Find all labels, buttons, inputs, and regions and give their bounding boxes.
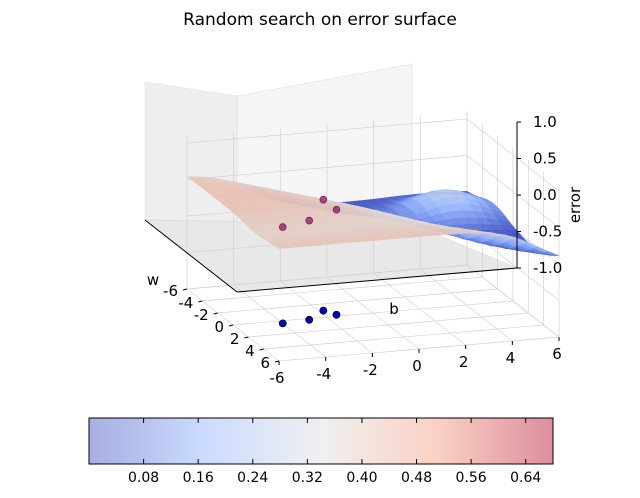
- b-axis-ticks: -6 -4 -2 0 2 4 6: [270, 337, 562, 387]
- surface-points: [278, 195, 341, 231]
- error-surface: [186, 176, 560, 257]
- w-axis-label: w: [147, 271, 159, 289]
- b-tick-label: -2: [363, 361, 378, 379]
- search-point-projection: [278, 319, 287, 328]
- w-tick-mark: [274, 360, 280, 363]
- colorbar-tick-label: 0.24: [237, 470, 268, 486]
- search-point: [332, 205, 341, 214]
- error-tick-label: 1.0: [533, 113, 557, 131]
- colorbar-gradient: [89, 418, 553, 464]
- b-tick-label: -4: [316, 365, 331, 383]
- wall-grid-line: [186, 155, 467, 180]
- colorbar-tick-label: 0.48: [401, 470, 432, 486]
- w-tick-mark: [213, 312, 218, 315]
- wall-grid-line: [186, 264, 467, 290]
- wall-grid-line: [186, 118, 467, 144]
- w-tick-label: 6: [260, 354, 270, 372]
- w-tick-mark: [244, 336, 249, 339]
- w-tick-mark: [259, 348, 264, 351]
- colorbar-tick-label: 0.16: [183, 470, 214, 486]
- colorbar-tick-label: 0.32: [292, 470, 323, 486]
- colorbar-frame: [88, 417, 554, 465]
- floor-grid-line: [373, 272, 466, 346]
- colorbar: 0.08 0.16 0.24 0.32 0.40 0.48 0.56 0.64: [88, 417, 554, 486]
- surface-patch: [544, 251, 560, 257]
- w-tick-label: 4: [245, 342, 255, 360]
- b-axis-line: [236, 267, 518, 293]
- colorbar-tick-label: 0.08: [128, 470, 159, 486]
- colorbar-tick-label: 0.56: [456, 470, 487, 486]
- search-point: [319, 195, 328, 204]
- w-tick-label: 2: [230, 330, 240, 348]
- floor-grid-line: [420, 268, 513, 342]
- colorbar-ticks: 0.08 0.16 0.24 0.32 0.40 0.48 0.56 0.64: [128, 418, 541, 486]
- wall-grid-line: [466, 118, 560, 192]
- b-tick-label: 2: [459, 353, 469, 371]
- search-point-projection: [319, 306, 328, 315]
- error-tick-label: 0.5: [533, 150, 557, 168]
- error-tick-label: 0.0: [533, 186, 557, 204]
- b-tick-label: 0: [412, 357, 422, 375]
- b-tick-label: 6: [552, 345, 562, 363]
- error-axis-label: error: [566, 186, 584, 223]
- w-tick-label: -6: [163, 282, 178, 300]
- b-axis-label: b: [389, 300, 399, 318]
- b-tick-label: -6: [270, 369, 285, 387]
- w-tick-mark: [182, 288, 188, 291]
- colorbar-tick-label: 0.64: [510, 470, 541, 486]
- b-tick-label: 4: [506, 349, 516, 367]
- search-point: [305, 216, 314, 225]
- error-tick-label: -1.0: [533, 259, 562, 277]
- chart-title: Random search on error surface: [183, 10, 457, 30]
- w-axis-line: [144, 219, 238, 293]
- error-tick-label: -0.5: [533, 223, 562, 241]
- floor-grid-line: [263, 324, 544, 350]
- wall-grid-line: [466, 264, 560, 338]
- search-point: [278, 223, 287, 231]
- w-tick-label: 0: [214, 318, 224, 336]
- w-tick-mark: [198, 300, 203, 303]
- projected-points: [278, 306, 341, 328]
- error-axis-ticks: -1.0 -0.5 0.0 0.5 1.0: [517, 113, 562, 277]
- w-tick-label: -2: [194, 306, 209, 324]
- w-tick-mark: [228, 324, 234, 327]
- floor-grid-line: [232, 300, 514, 326]
- search-point-projection: [305, 315, 314, 324]
- colorbar-tick-label: 0.40: [346, 470, 377, 486]
- w-tick-label: -4: [178, 294, 193, 312]
- search-point-projection: [332, 310, 341, 319]
- wall-grid-line: [466, 155, 560, 228]
